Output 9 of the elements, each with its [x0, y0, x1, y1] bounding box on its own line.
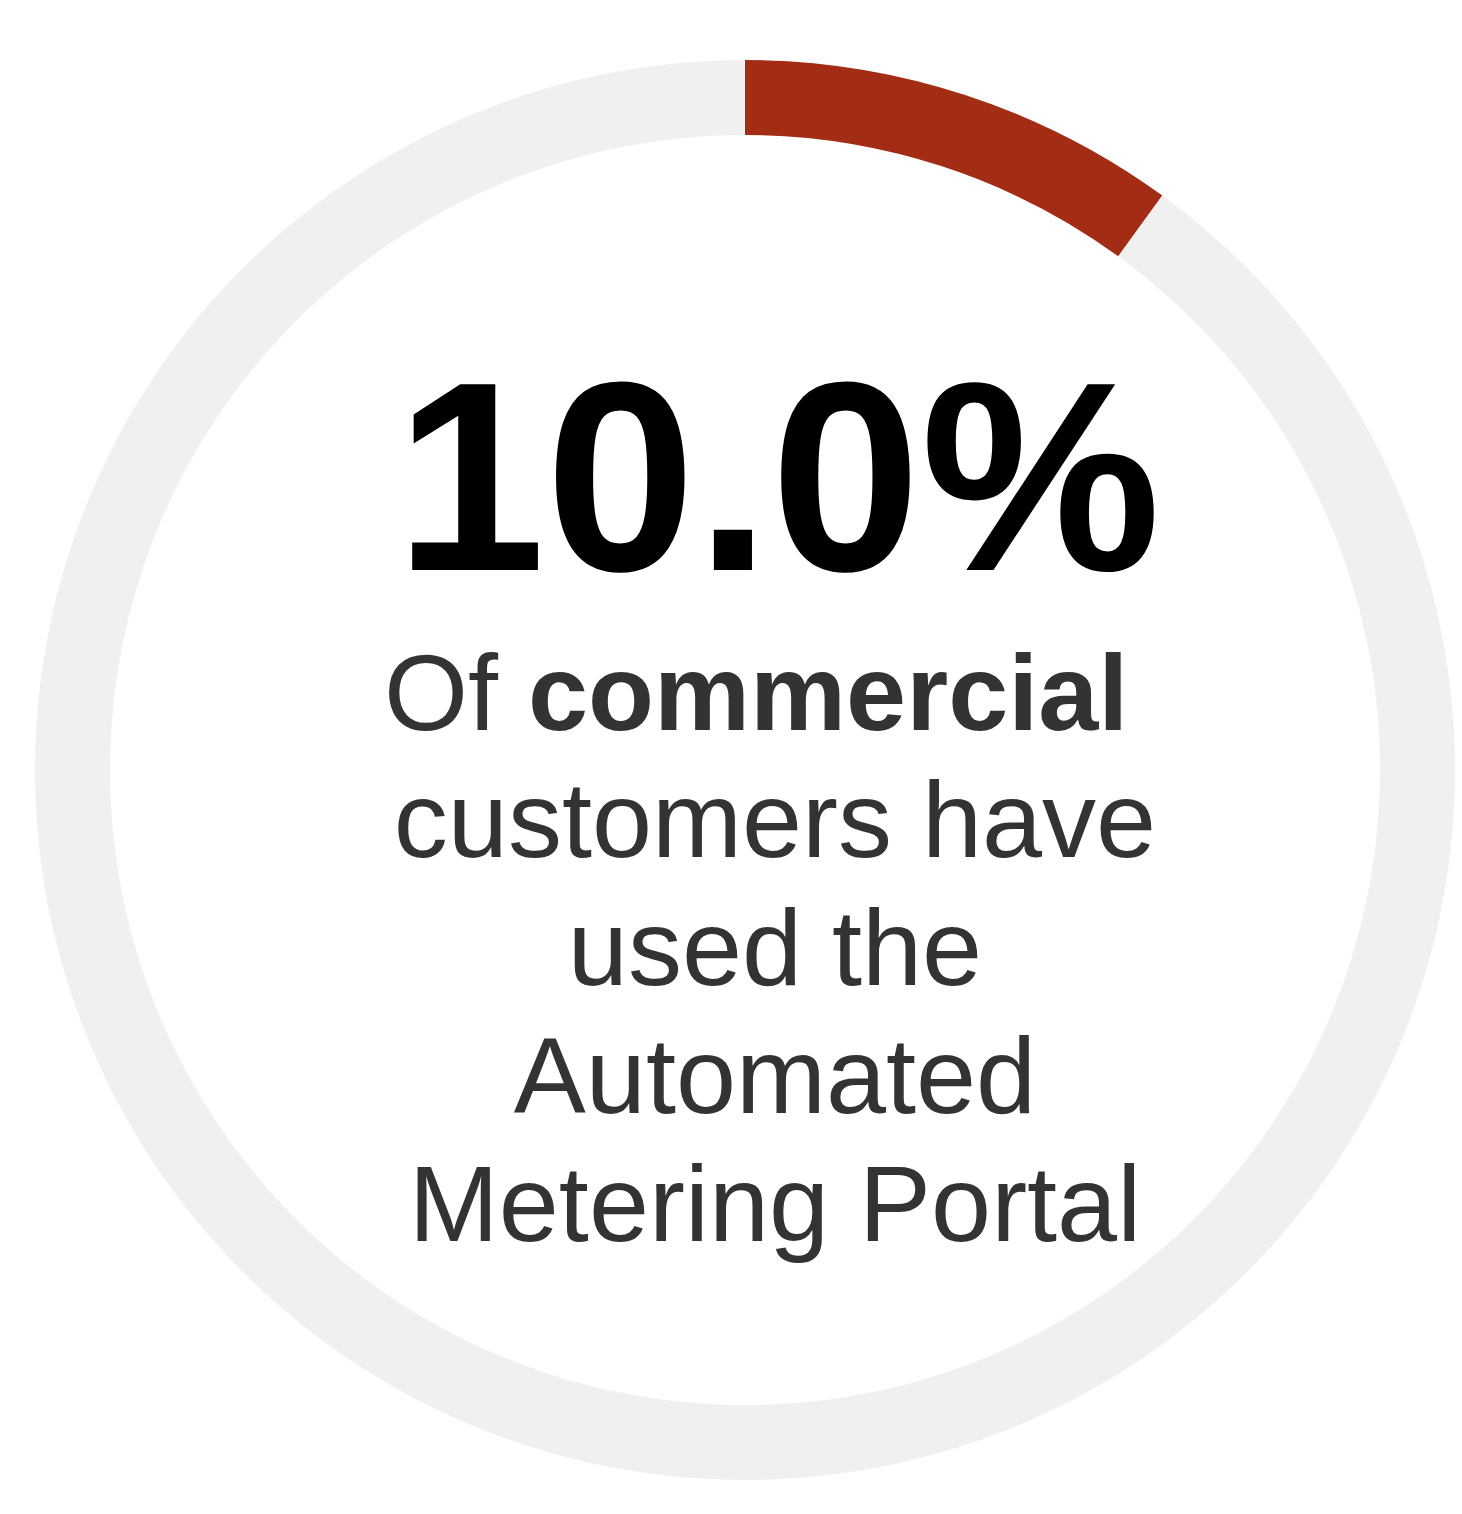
text: used the — [567, 887, 983, 1008]
text: Of — [383, 632, 499, 753]
text: Automated — [513, 1015, 1037, 1136]
data-label: 10.0% — [395, 326, 1161, 627]
donut-slice — [745, 60, 1163, 257]
text: commercial — [528, 632, 1129, 753]
text: Metering Portal — [408, 1143, 1142, 1264]
donut-slice — [35, 60, 1455, 1479]
text: customers have — [393, 759, 1157, 880]
